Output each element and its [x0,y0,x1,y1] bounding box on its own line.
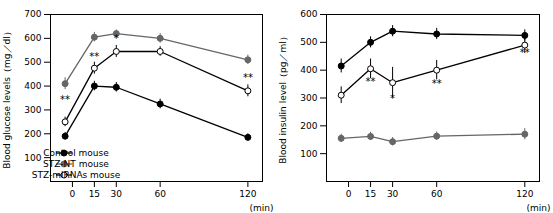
svg-text:400: 400 [24,81,41,91]
svg-text:**: ** [366,76,376,87]
svg-text:60: 60 [154,189,166,199]
svg-text:Blood insulin level（pg／ml）: Blood insulin level（pg／ml） [278,32,288,164]
svg-text:700: 700 [24,9,41,19]
svg-text:STZ-NT mouse: STZ-NT mouse [43,159,109,169]
svg-text:500: 500 [300,37,317,47]
svg-text:300: 300 [24,105,41,115]
svg-text:(min): (min) [527,203,551,213]
svg-text:15: 15 [365,189,376,199]
svg-text:(min): (min) [250,203,274,213]
svg-text:300: 300 [300,93,317,103]
svg-text:600: 600 [24,33,41,43]
svg-text:600: 600 [300,9,317,19]
svg-text:Blood glucose levels（mg／dl）: Blood glucose levels（mg／dl） [2,27,12,169]
svg-text:Control mouse: Control mouse [43,148,109,158]
svg-text:500: 500 [24,57,41,67]
svg-text:100: 100 [300,149,317,159]
svg-text:200: 200 [24,129,41,139]
svg-text:120: 120 [516,189,533,199]
svg-text:30: 30 [387,189,399,199]
svg-text:**: ** [60,94,70,105]
svg-text:**: ** [520,47,530,58]
svg-text:**: ** [89,51,99,62]
svg-text:**: ** [432,78,442,89]
svg-text:STZ-miRNAs mouse: STZ-miRNAs mouse [32,170,121,180]
svg-text:30: 30 [111,189,123,199]
svg-text:100: 100 [24,153,41,163]
svg-text:*: * [114,33,119,44]
svg-text:0: 0 [70,189,76,199]
svg-text:0: 0 [346,189,352,199]
svg-text:15: 15 [89,189,100,199]
svg-text:400: 400 [300,65,317,75]
svg-text:**: ** [243,72,253,83]
svg-text:*: * [390,93,395,104]
svg-text:120: 120 [239,189,256,199]
svg-text:60: 60 [431,189,443,199]
svg-text:200: 200 [300,121,317,131]
